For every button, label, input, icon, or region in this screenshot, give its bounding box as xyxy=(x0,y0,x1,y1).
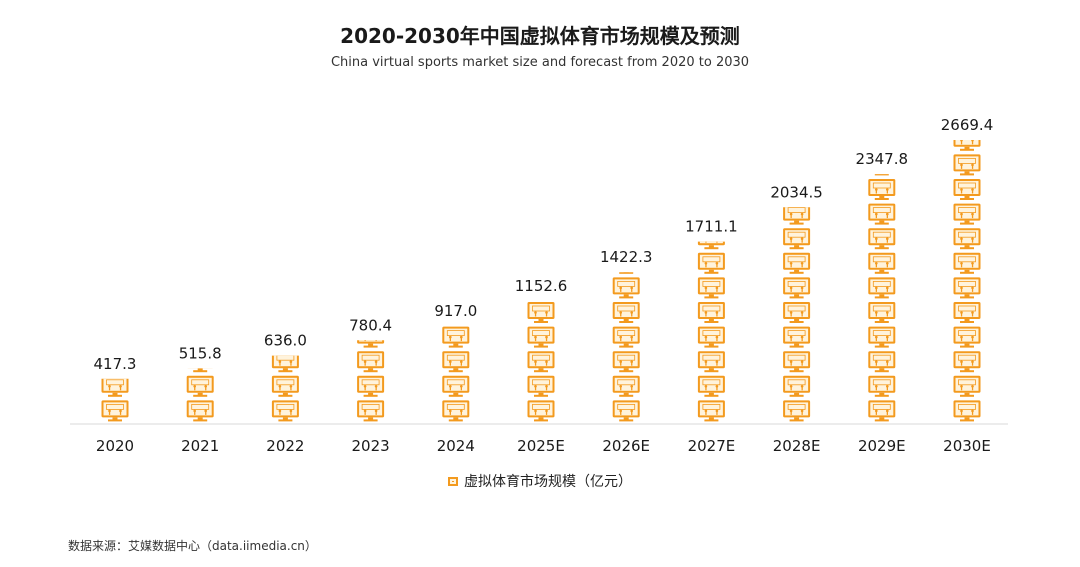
bar-2027E xyxy=(697,241,725,422)
x-tick-label-2028E: 2028E xyxy=(773,437,821,455)
legend-label: 虚拟体育市场规模（亿元） xyxy=(464,474,632,490)
x-tick-label-2027E: 2027E xyxy=(688,437,736,455)
value-label-2025E: 1152.6 xyxy=(515,277,568,295)
x-tick-label-2020: 2020 xyxy=(96,437,134,455)
value-label-2029E: 2347.8 xyxy=(856,150,909,168)
bar-2020 xyxy=(101,378,129,422)
value-label-2023: 780.4 xyxy=(349,316,392,334)
legend-tv-monitor-icon xyxy=(448,476,458,486)
x-tick-label-2024: 2024 xyxy=(437,437,475,455)
bar-2028E xyxy=(783,207,811,422)
value-label-2026E: 1422.3 xyxy=(600,248,653,266)
chart-subtitle: China virtual sports market size and for… xyxy=(330,55,750,70)
value-label-2021: 515.8 xyxy=(179,344,222,362)
value-label-2028E: 2034.5 xyxy=(770,183,823,201)
bar-2030E xyxy=(953,140,981,422)
x-tick-label-2029E: 2029E xyxy=(858,437,906,455)
source-note: 数据来源：艾媒数据中心（data.iimedia.cn） xyxy=(68,539,317,553)
value-label-2030E: 2669.4 xyxy=(941,116,994,134)
x-tick-label-2021: 2021 xyxy=(181,437,219,455)
x-tick-label-2026E: 2026E xyxy=(602,437,650,455)
x-tick-label-2030E: 2030E xyxy=(943,437,991,455)
bar-2023 xyxy=(357,340,385,422)
value-label-2020: 417.3 xyxy=(94,355,137,373)
x-tick-label-2022: 2022 xyxy=(266,437,304,455)
bar-2026E xyxy=(612,272,640,422)
chart-title: 2020-2030年中国虚拟体育市场规模及预测 xyxy=(340,24,740,48)
bar-2025E xyxy=(527,302,555,422)
bar-2022 xyxy=(271,355,299,422)
legend: 虚拟体育市场规模（亿元） xyxy=(0,471,1080,491)
bar-2024 xyxy=(442,326,470,422)
value-label-2022: 636.0 xyxy=(264,332,307,350)
value-label-2024: 917.0 xyxy=(434,302,477,320)
value-label-2027E: 1711.1 xyxy=(685,218,738,236)
x-tick-label-2023: 2023 xyxy=(352,437,390,455)
bar-2029E xyxy=(868,174,896,422)
x-tick-label-2025E: 2025E xyxy=(517,437,565,455)
bar-2021 xyxy=(186,368,214,422)
